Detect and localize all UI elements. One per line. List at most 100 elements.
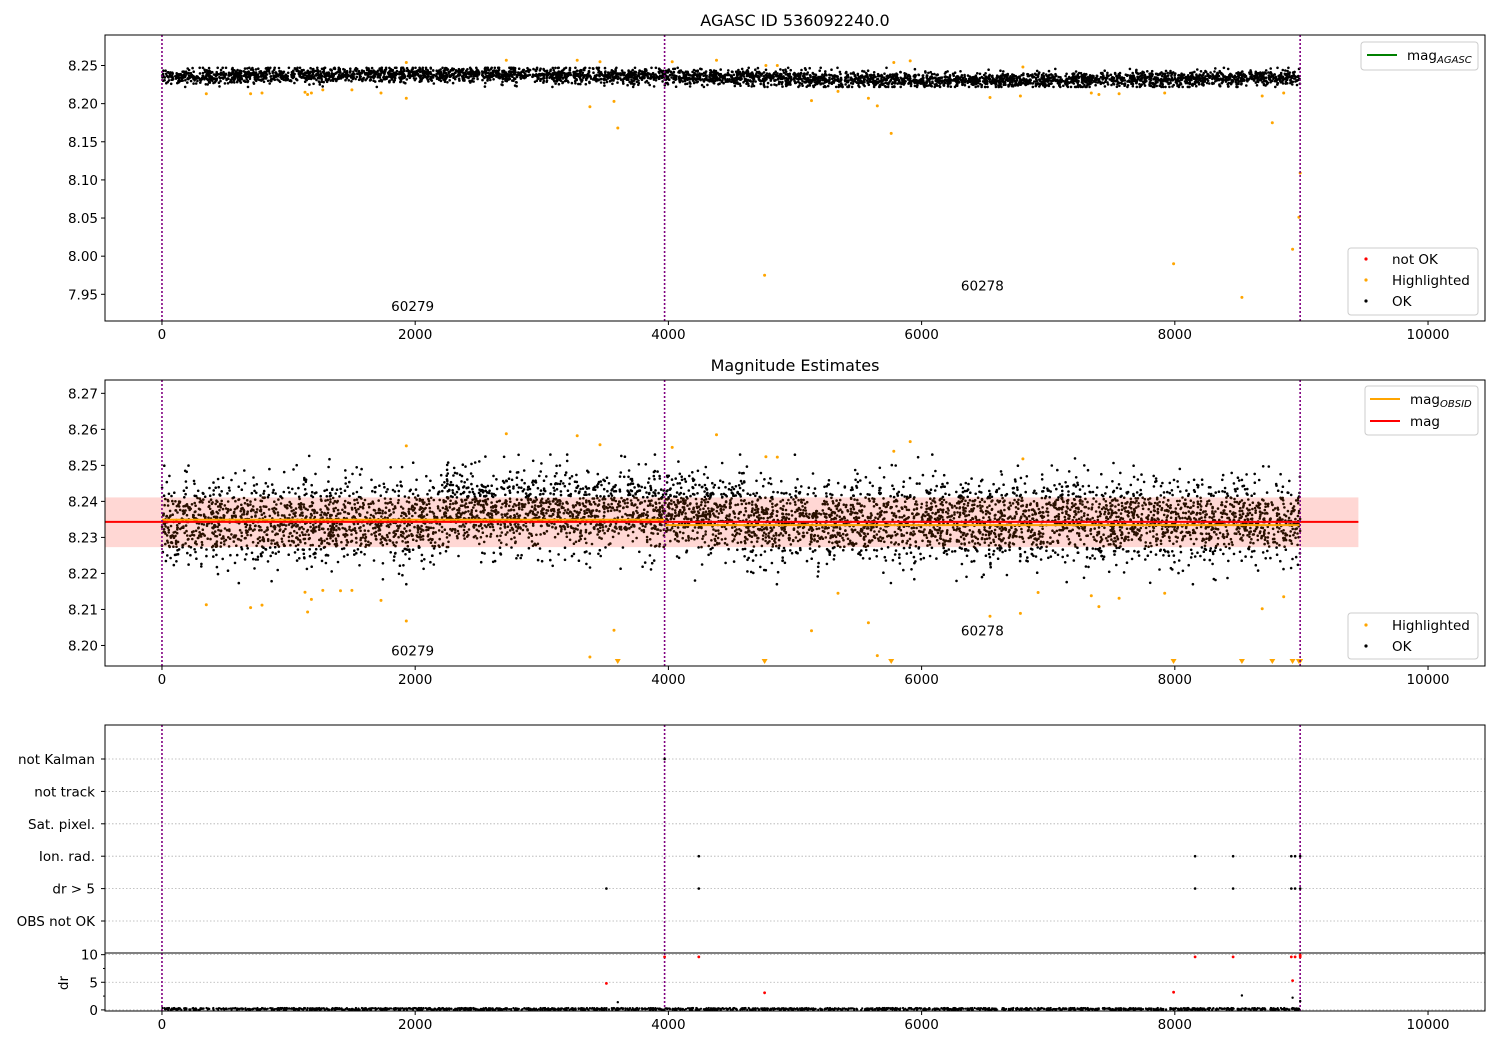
ok-point [412,77,416,80]
ok-point [201,66,205,70]
ok-point [199,81,202,84]
ok-point [789,83,792,86]
ok-point [1064,481,1067,484]
ok-point [686,70,689,74]
ok-point [268,72,272,75]
ok-point [215,70,218,74]
ok-point [775,74,779,78]
ok-point [863,78,866,81]
ok-point [587,75,590,78]
ok-point [289,79,292,82]
ok-point [606,71,610,74]
ok-point [399,80,402,84]
ok-point [207,66,211,70]
ok-point [466,68,469,71]
ok-point [184,70,188,73]
ok-point [470,79,474,82]
ok-point [687,76,691,80]
ok-point [1103,69,1106,72]
ok-point [451,67,454,70]
ok-point [1177,74,1180,77]
ok-point [238,71,242,75]
legend-marker-ok [1364,299,1368,303]
ok-point [1168,77,1171,81]
ok-point [1188,85,1191,89]
ok-point [1185,489,1188,492]
ok-point [615,66,618,70]
ok-point [290,75,294,78]
ok-point [517,67,521,70]
ok-point [627,72,630,76]
ok-point [1083,74,1087,77]
ok-point [840,78,843,82]
ok-point [286,71,290,75]
ok-point [1274,85,1277,89]
ok-point [646,71,650,75]
ok-point [595,74,598,77]
ok-point [1224,78,1228,81]
ok-point [718,77,721,80]
ok-point [352,70,355,73]
ok-point [695,73,699,77]
ok-point [797,85,800,89]
ok-point [689,82,692,85]
ok-point [562,71,566,75]
ok-point [1066,80,1069,84]
ok-point [442,69,446,72]
ok-point [491,74,495,77]
ok-point [218,75,221,79]
ok-point [1136,77,1140,81]
ok-point [855,81,859,84]
ok-point [580,73,584,76]
ok-point [1208,82,1211,85]
ok-point [1092,74,1095,78]
ok-point [449,69,452,73]
ok-point [532,67,535,71]
ok-point [187,71,190,75]
ok-point [379,68,383,71]
ok-point [651,71,655,75]
ok-point [1141,70,1144,74]
ok-point [387,72,390,76]
ok-point [553,71,557,74]
ok-point [1035,69,1039,73]
ok-point [1221,80,1224,84]
ok-point [790,78,793,82]
ok-point [1018,75,1021,78]
ok-point [337,74,341,77]
ok-point [1200,478,1204,482]
ok-point [1104,78,1108,82]
ok-point [253,567,256,570]
ok-point [886,85,890,89]
ok-point [943,75,946,79]
ok-point [762,75,766,78]
ok-point [209,77,213,80]
ok-point [246,533,249,537]
ok-point [681,76,685,80]
ok-point [972,559,976,563]
ok-point [461,68,465,72]
ok-point [1033,72,1037,76]
ok-point [405,66,409,70]
ok-point [330,72,334,75]
ok-point [545,80,548,84]
ok-point [931,474,935,478]
ok-point [1022,72,1025,75]
ok-point [280,75,283,78]
ok-point [745,80,749,84]
ok-point [1177,76,1180,80]
ok-point [217,485,220,489]
ok-point [798,77,801,80]
ok-point [1292,73,1295,76]
ok-point [627,70,631,73]
ok-point [632,79,635,83]
ok-point [551,66,555,70]
ok-point [609,71,612,74]
ok-point [1077,85,1080,89]
ok-point [429,67,433,70]
ok-point [208,69,211,73]
ok-point [929,488,933,492]
ok-point [740,67,744,71]
ok-point [927,71,930,75]
ok-point [821,73,824,76]
